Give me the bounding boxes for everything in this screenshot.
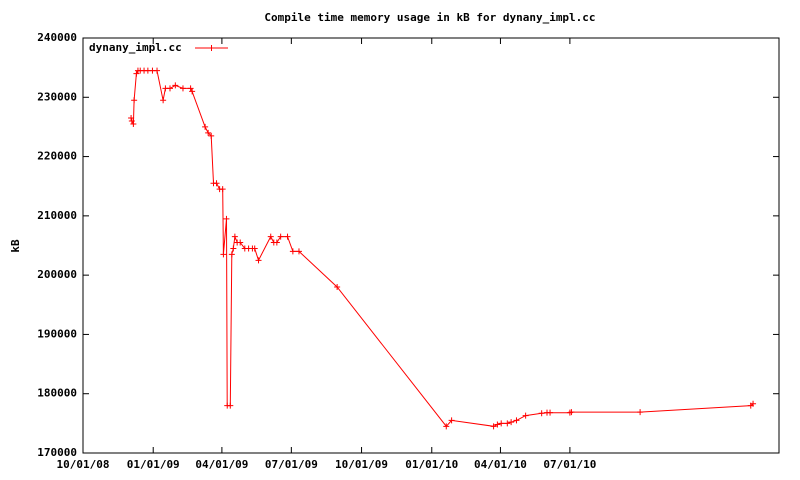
point-marker [255, 257, 262, 264]
point-marker [443, 423, 450, 430]
point-marker [187, 85, 194, 92]
y-axis-label: kB [9, 239, 22, 253]
point-marker [179, 85, 186, 92]
legend-marker [208, 45, 215, 51]
point-marker [205, 129, 212, 136]
point-marker [566, 409, 573, 416]
y-tick-label: 230000 [37, 90, 77, 103]
point-marker [538, 410, 545, 417]
point-marker [508, 419, 515, 426]
point-marker [277, 233, 284, 240]
plot-border [82, 37, 780, 454]
point-marker [568, 409, 575, 416]
point-marker [289, 248, 296, 255]
point-marker [172, 82, 179, 89]
point-marker [448, 417, 455, 424]
point-marker [227, 402, 234, 409]
x-tick-label: 01/01/10 [405, 458, 458, 471]
point-marker [154, 67, 161, 74]
x-tick-label: 10/01/08 [57, 458, 110, 471]
point-marker [494, 421, 501, 428]
x-tick-label: 04/01/10 [474, 458, 527, 471]
point-marker [228, 251, 235, 258]
point-marker [251, 245, 258, 252]
point-marker [202, 123, 209, 130]
point-marker [189, 88, 196, 95]
point-marker [490, 423, 497, 430]
point-marker [498, 420, 505, 427]
y-tick-label: 190000 [37, 327, 77, 340]
x-tick-label: 07/01/09 [265, 458, 318, 471]
point-marker [167, 85, 173, 92]
point-marker [160, 97, 167, 104]
point-marker [273, 239, 280, 246]
y-tick-label: 170000 [37, 446, 77, 459]
point-marker [547, 409, 554, 416]
y-tick-label: 200000 [37, 268, 77, 281]
point-marker [230, 245, 237, 252]
point-marker [295, 248, 302, 255]
y-tick-label: 240000 [37, 31, 77, 44]
point-marker [133, 70, 140, 77]
point-marker [267, 233, 274, 240]
point-marker [637, 409, 644, 416]
point-marker [231, 233, 238, 240]
x-tick-label: 01/01/09 [127, 458, 180, 471]
point-marker [208, 132, 215, 139]
y-tick-label: 220000 [37, 150, 77, 163]
x-tick-label: 10/01/09 [335, 458, 388, 471]
point-marker [284, 233, 291, 240]
y-tick-label: 210000 [37, 209, 77, 222]
point-marker [522, 412, 529, 419]
point-marker [213, 180, 220, 187]
y-tick-label: 180000 [37, 387, 77, 400]
point-marker [219, 186, 226, 193]
point-marker [237, 239, 244, 246]
point-marker [130, 120, 137, 127]
legend-label: dynany_impl.cc [89, 41, 182, 54]
point-marker [220, 251, 227, 258]
series-line [130, 70, 754, 428]
point-marker [504, 420, 511, 427]
point-marker [334, 284, 341, 290]
chart-title: Compile time memory usage in kB for dyna… [264, 11, 595, 24]
point-marker [131, 97, 138, 104]
x-tick-label: 04/01/09 [195, 458, 248, 471]
point-marker [128, 115, 135, 122]
x-tick-label: 07/01/10 [543, 458, 596, 471]
point-marker [223, 215, 230, 222]
point-marker [750, 400, 757, 407]
point-marker [513, 417, 520, 424]
